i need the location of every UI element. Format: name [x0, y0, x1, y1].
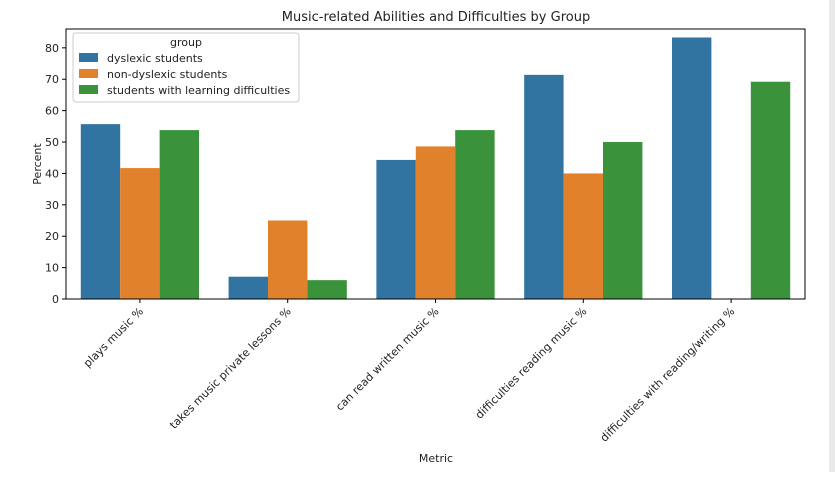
y-tick-label: 50	[45, 136, 59, 149]
y-tick-label: 0	[52, 293, 59, 306]
x-tick-label: takes music private lessons %	[167, 305, 294, 432]
legend-swatch	[79, 69, 98, 78]
y-axis: 0 10 20 30 40 50 60 70 80	[45, 42, 66, 306]
x-tick-label: plays music %	[81, 305, 146, 370]
bar	[267, 220, 308, 299]
legend-items: dyslexic students non-dyslexic students st…	[79, 52, 290, 97]
y-tick-label: 40	[45, 167, 59, 180]
legend-label: non-dyslexic students	[107, 68, 228, 81]
legend-label: dyslexic students	[107, 52, 203, 65]
y-tick-label: 70	[45, 73, 59, 86]
y-tick-label: 60	[45, 105, 59, 118]
legend-swatch	[79, 85, 98, 94]
bar	[228, 276, 268, 299]
bar	[159, 130, 200, 299]
bar	[80, 124, 121, 299]
bar	[563, 173, 603, 299]
legend-box	[72, 32, 300, 103]
legend: group dyslexic students non-dyslexic stud…	[72, 32, 300, 103]
x-tick-label: can read written music %	[333, 305, 441, 413]
legend-title: group	[170, 36, 202, 49]
legend-swatch	[79, 53, 98, 62]
bar	[376, 159, 416, 299]
y-tick-label: 80	[45, 42, 59, 55]
x-tick-label: difficulties reading music %	[473, 305, 590, 422]
bars-layer	[80, 37, 791, 300]
bar	[307, 280, 347, 299]
bar	[120, 168, 160, 299]
window-edge	[829, 0, 835, 472]
x-tick-label: difficulties with reading/writing %	[598, 305, 738, 445]
bar	[750, 81, 791, 300]
chart-title: Music-related Abilities and Difficulties…	[282, 10, 590, 25]
bar	[455, 130, 495, 299]
x-axis-label: Metric	[419, 452, 453, 465]
y-tick-label: 30	[45, 199, 59, 212]
bar	[524, 74, 564, 299]
legend-label: students with learning difficulties	[107, 84, 290, 97]
x-axis: plays music % takes music private lessons…	[81, 299, 737, 444]
bar	[671, 37, 712, 299]
y-tick-label: 20	[45, 230, 59, 243]
bar	[603, 142, 643, 299]
y-axis-label: Percent	[31, 143, 44, 185]
bar	[415, 146, 456, 299]
y-tick-label: 10	[45, 262, 59, 275]
